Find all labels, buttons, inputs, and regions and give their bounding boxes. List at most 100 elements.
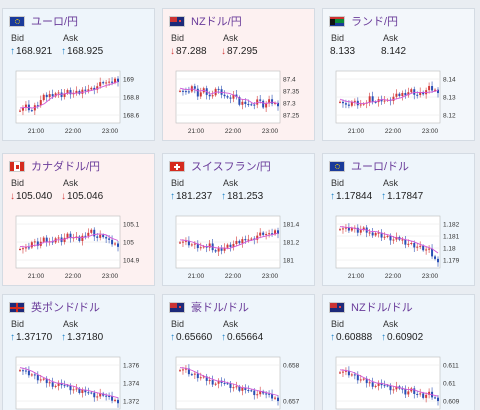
rate-card[interactable]: カナダドル/円 Bid Ask ↓105.040 ↓105.046 105.1 105 104…	[2, 153, 155, 286]
bid-label: Bid	[11, 178, 25, 188]
rate-card[interactable]: NZドル/円 Bid Ask ↓87.288 ↓87.295 87.4 87.35 87.3 8…	[162, 8, 315, 141]
candle-body	[383, 236, 386, 238]
candle-body	[362, 378, 365, 380]
candle-body	[111, 81, 114, 83]
pair-name: スイスフラン/円	[191, 161, 271, 173]
rate-card[interactable]: NZドル/ドル Bid Ask ↑0.60888 ↑0.60902 0.611 0.61 0.…	[322, 294, 475, 410]
card-title[interactable]: ユーロ/円	[9, 14, 78, 28]
candle-body	[238, 240, 241, 244]
candle-body	[244, 101, 247, 105]
candle-body	[353, 100, 356, 102]
ca-flag-icon	[9, 160, 25, 172]
bid-value-text: 0.60888	[336, 332, 373, 343]
x-tick-label: 21:00	[28, 128, 45, 135]
candle-body	[356, 374, 359, 381]
rate-card[interactable]: ユーロ/円 Bid Ask ↑168.921 ↑168.925 169 168.8 168.6…	[2, 8, 155, 141]
card-title[interactable]: ユーロ/ドル	[329, 159, 409, 173]
candle-body	[250, 238, 253, 240]
candle-body	[247, 239, 250, 241]
candle-body	[75, 236, 78, 238]
y-tick-label: 1.18	[443, 246, 456, 253]
y-tick-label: 0.609	[443, 399, 460, 406]
candle-body	[111, 396, 114, 401]
candle-body	[105, 237, 108, 239]
plot-area	[335, 215, 441, 269]
candlestick-chart[interactable]: 87.4 87.35 87.3 87.25 21:00 22:00 23:00	[168, 67, 311, 140]
card-title[interactable]: NZドル/円	[169, 14, 242, 28]
candle-body	[114, 399, 117, 401]
candle-body	[226, 244, 229, 248]
y-tick-label: 105	[123, 240, 134, 247]
candle-body	[371, 382, 374, 387]
card-title[interactable]: 英ポンド/ドル	[9, 300, 100, 314]
candlestick-chart[interactable]: 169 168.8 168.6 21:00 22:00 23:00	[8, 67, 151, 140]
candle-body	[19, 110, 21, 112]
candle-body	[108, 395, 111, 397]
candlestick-chart[interactable]: 1.182 1.181 1.18 1.179 21:00 22:00 23:00	[328, 212, 471, 285]
ask-label: Ask	[383, 33, 399, 43]
ask-label: Ask	[223, 33, 239, 43]
ask-label: Ask	[223, 319, 239, 329]
rate-card[interactable]: ユーロ/ドル Bid Ask ↑1.17844 ↑1.17847 1.182 1.181 1.…	[322, 153, 475, 286]
y-tick-label: 1.372	[123, 399, 140, 406]
y-tick-label: 87.25	[283, 113, 300, 120]
x-tick-label: 21:00	[348, 128, 365, 135]
y-tick-label: 181.2	[283, 240, 300, 247]
candle-body	[419, 92, 422, 96]
rate-card[interactable]: スイスフラン/円 Bid Ask ↑181.237 ↑181.253 181.4 181.2…	[162, 153, 315, 286]
rate-card[interactable]: 英ポンド/ドル Bid Ask ↑1.37170 ↑1.37180 1.376 1.374 1…	[2, 294, 155, 410]
candle-body	[404, 92, 407, 96]
bid-label: Bid	[331, 33, 345, 43]
ask-value: ↓105.046	[61, 191, 103, 202]
candle-body	[392, 389, 395, 391]
candle-body	[57, 382, 60, 386]
candle-body	[253, 390, 256, 396]
candle-body	[428, 391, 431, 395]
ask-value: ↑181.253	[221, 191, 263, 202]
bid-label: Bid	[331, 319, 345, 329]
candle-body	[19, 370, 21, 372]
candle-body	[96, 86, 99, 90]
y-tick-label: 87.3	[283, 101, 296, 108]
candlestick-chart[interactable]: 8.14 8.13 8.12 21:00 22:00 23:00	[328, 67, 471, 140]
candle-body	[51, 241, 54, 243]
card-title[interactable]: スイスフラン/円	[169, 159, 271, 173]
candlestick-chart[interactable]: 181.4 181.2 181 21:00 22:00 23:00	[168, 212, 311, 285]
nz-flag-icon	[329, 301, 345, 313]
rate-card[interactable]: ランド/円 Bid Ask 8.133 8.142 8.14 8.13 8.12 21:00 22…	[322, 8, 475, 141]
card-title[interactable]: NZドル/ドル	[329, 300, 413, 314]
candle-body	[238, 97, 241, 105]
candle-body	[105, 82, 108, 84]
bid-value-text: 87.288	[176, 46, 207, 57]
candle-body	[190, 374, 193, 376]
candle-body	[93, 229, 96, 237]
candle-body	[90, 392, 93, 394]
y-tick-label: 169	[123, 77, 134, 84]
candle-body	[193, 243, 196, 245]
candle-body	[344, 103, 347, 105]
candle-body	[75, 388, 78, 390]
candle-body	[232, 387, 235, 389]
y-tick-label: 0.657	[283, 399, 300, 406]
candle-body	[87, 232, 90, 236]
candle-body	[268, 233, 271, 235]
y-tick-label: 8.12	[443, 113, 456, 120]
candle-body	[347, 104, 350, 106]
bid-value: 8.133	[330, 46, 355, 57]
arrow-up-icon: ↑	[61, 46, 66, 57]
pair-name: 英ポンド/ドル	[31, 302, 101, 314]
card-title[interactable]: ランド/円	[329, 14, 398, 28]
candle-body	[60, 92, 63, 97]
card-title[interactable]: 豪ドル/ドル	[169, 300, 249, 314]
candlestick-chart[interactable]: 105.1 105 104.9 21:00 22:00 23:00	[8, 212, 151, 285]
candle-body	[383, 100, 386, 102]
card-title[interactable]: カナダドル/円	[9, 159, 100, 173]
candle-body	[259, 391, 262, 395]
candle-body	[223, 94, 226, 97]
bid-value: ↑1.37170	[10, 332, 52, 343]
candle-body	[54, 93, 57, 97]
rate-card[interactable]: 豪ドル/ドルBidAsk↑0.65660↑0.656640.6580.65721…	[162, 294, 315, 410]
